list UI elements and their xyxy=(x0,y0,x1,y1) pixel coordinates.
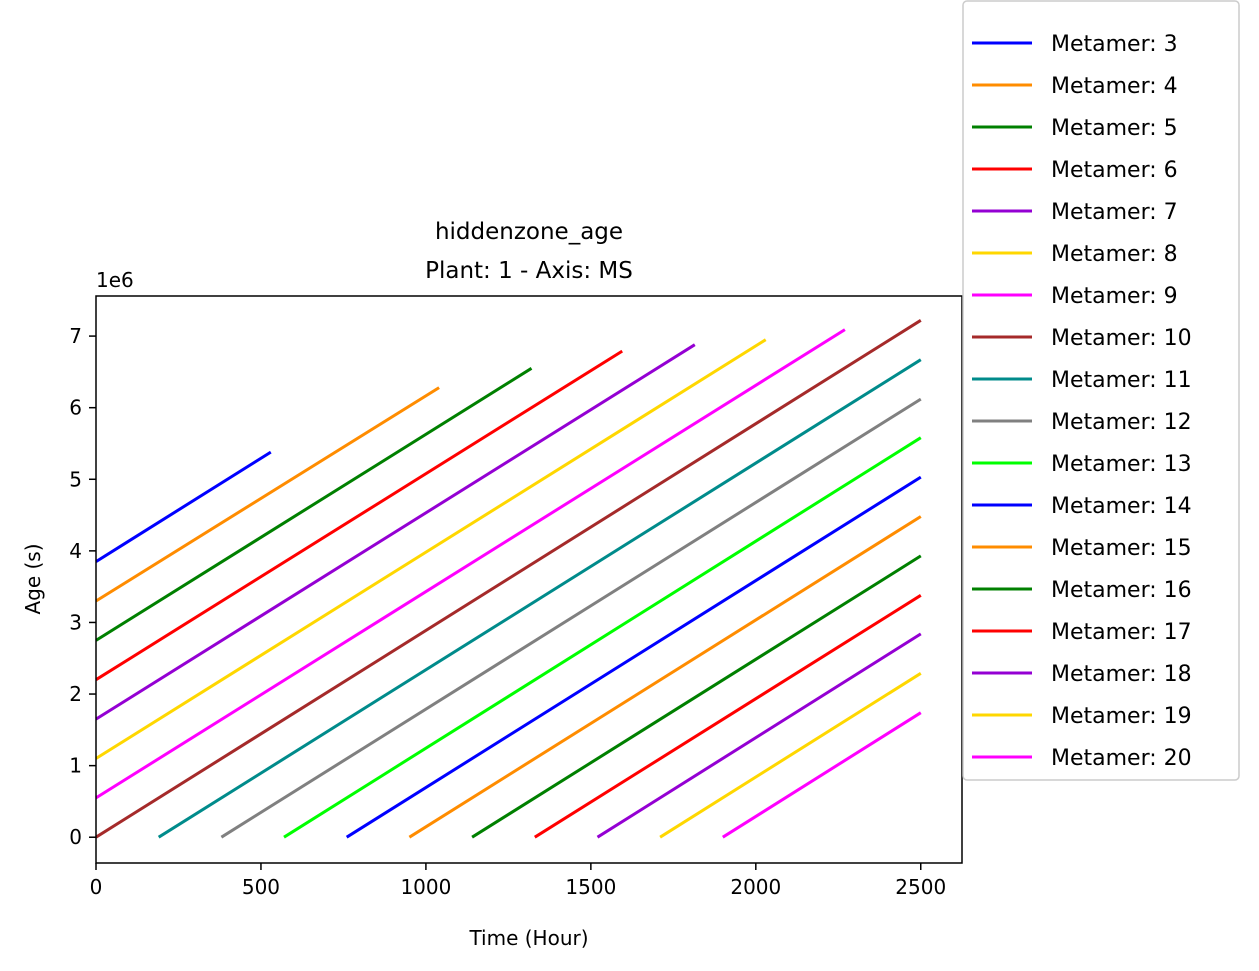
x-tick-label: 1000 xyxy=(400,875,451,899)
series-line xyxy=(95,450,272,563)
legend-label: Metamer: 19 xyxy=(1051,704,1192,729)
legend-item: Metamer: 11 xyxy=(972,368,1192,393)
legend: Metamer: 3 Metamer: 4 Metamer: 5 Metamer: 6… xyxy=(962,0,1240,781)
chart-title: hiddenzone_age xyxy=(435,219,623,245)
series-line xyxy=(95,338,767,760)
legend-label: Metamer: 10 xyxy=(1051,326,1192,351)
series-line xyxy=(534,594,922,839)
series-line xyxy=(220,397,922,839)
y-tick-label: 4 xyxy=(69,539,82,563)
series-line xyxy=(157,358,922,839)
series-line xyxy=(408,515,922,839)
series-line xyxy=(471,554,922,839)
legend-item: Metamer: 14 xyxy=(972,494,1192,519)
legend-label: Metamer: 5 xyxy=(1051,116,1178,141)
x-axis-label: Time (Hour) xyxy=(468,926,588,950)
legend-item: Metamer: 4 xyxy=(972,74,1178,99)
legend-label: Metamer: 16 xyxy=(1051,578,1192,603)
legend-item: Metamer: 19 xyxy=(972,704,1192,729)
legend-label: Metamer: 14 xyxy=(1051,494,1192,519)
chart-title-group: hiddenzone_age Plant: 1 - Axis: MS xyxy=(425,219,633,284)
legend-item: Metamer: 9 xyxy=(972,284,1178,309)
legend-label: Metamer: 7 xyxy=(1051,200,1178,225)
y-tick-label: 5 xyxy=(69,467,82,491)
legend-item: Metamer: 8 xyxy=(972,242,1178,267)
series-line xyxy=(722,711,922,839)
series-line xyxy=(345,475,922,839)
legend-item: Metamer: 5 xyxy=(972,116,1178,141)
legend-item: Metamer: 15 xyxy=(972,536,1192,561)
legend-label: Metamer: 18 xyxy=(1051,662,1192,687)
legend-item: Metamer: 16 xyxy=(972,578,1192,603)
series-line xyxy=(659,672,922,839)
legend-label: Metamer: 12 xyxy=(1051,410,1192,435)
x-tick-label: 500 xyxy=(242,875,280,899)
plot-frame xyxy=(95,295,963,864)
legend-item: Metamer: 10 xyxy=(972,326,1192,351)
y-tick-label: 1 xyxy=(69,754,82,778)
series-line xyxy=(95,328,846,800)
x-tick-label: 2000 xyxy=(730,875,781,899)
series-line xyxy=(596,632,922,839)
legend-item: Metamer: 13 xyxy=(972,452,1192,477)
legend-item: Metamer: 3 xyxy=(972,32,1178,57)
legend-label: Metamer: 3 xyxy=(1051,32,1178,57)
y-axis-offset-label: 1e6 xyxy=(96,268,134,292)
y-tick-label: 2 xyxy=(69,682,82,706)
legend-label: Metamer: 20 xyxy=(1051,746,1192,771)
legend-label: Metamer: 17 xyxy=(1051,620,1192,645)
series-line xyxy=(95,367,533,642)
x-tick-label: 1500 xyxy=(565,875,616,899)
series-line xyxy=(95,319,922,839)
series-line xyxy=(95,343,696,721)
series-line xyxy=(95,349,623,681)
x-tick-label: 2500 xyxy=(895,875,946,899)
legend-item: Metamer: 17 xyxy=(972,620,1192,645)
legend-frame xyxy=(962,0,1240,781)
series-line xyxy=(283,436,922,839)
plot-area xyxy=(95,319,922,839)
y-tick-label: 6 xyxy=(69,396,82,420)
y-axis-ticks: 0 1 2 3 4 5 6 7 xyxy=(69,324,96,849)
series-line xyxy=(95,386,440,603)
y-tick-label: 7 xyxy=(69,324,82,348)
legend-item: Metamer: 7 xyxy=(972,200,1178,225)
legend-label: Metamer: 11 xyxy=(1051,368,1192,393)
legend-item: Metamer: 18 xyxy=(972,662,1192,687)
legend-label: Metamer: 8 xyxy=(1051,242,1178,267)
y-tick-label: 3 xyxy=(69,610,82,634)
legend-label: Metamer: 9 xyxy=(1051,284,1178,309)
y-tick-label: 0 xyxy=(69,825,82,849)
legend-item: Metamer: 20 xyxy=(972,746,1192,771)
legend-items: Metamer: 3 Metamer: 4 Metamer: 5 Metamer: 6… xyxy=(972,32,1192,771)
y-axis-label: Age (s) xyxy=(21,543,45,614)
legend-item: Metamer: 12 xyxy=(972,410,1192,435)
x-axis-ticks: 0 500 1000 1500 2000 2500 xyxy=(90,863,946,899)
legend-label: Metamer: 13 xyxy=(1051,452,1192,477)
legend-item: Metamer: 6 xyxy=(972,158,1178,183)
legend-label: Metamer: 15 xyxy=(1051,536,1192,561)
legend-label: Metamer: 4 xyxy=(1051,74,1178,99)
x-tick-label: 0 xyxy=(90,875,103,899)
chart-subtitle: Plant: 1 - Axis: MS xyxy=(425,258,633,284)
legend-label: Metamer: 6 xyxy=(1051,158,1178,183)
